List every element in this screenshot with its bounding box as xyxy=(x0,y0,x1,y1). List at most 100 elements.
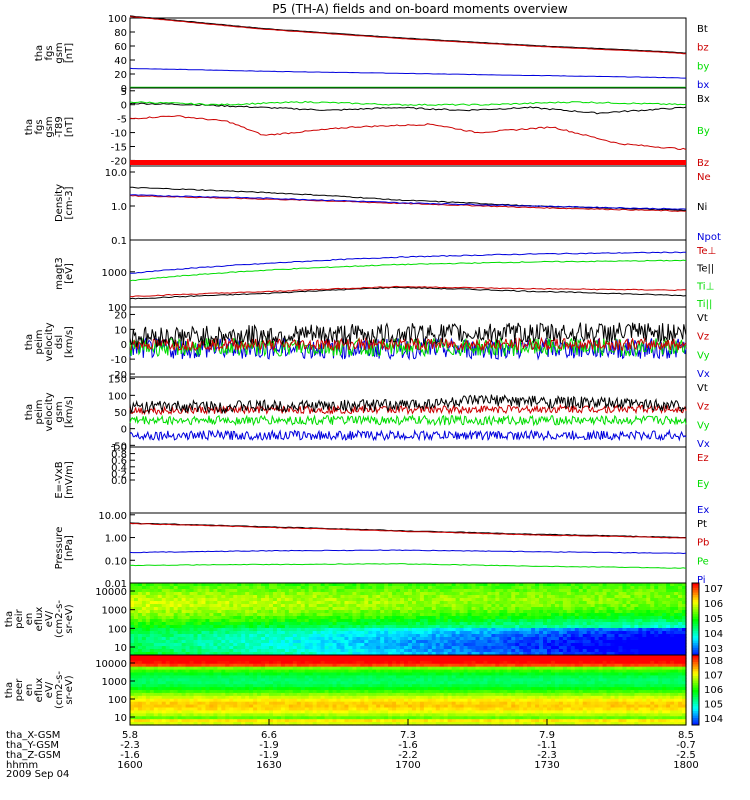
spectrogram-cell xyxy=(225,695,230,700)
spectrogram-cell xyxy=(435,607,441,611)
spectrogram-cell xyxy=(550,622,556,626)
spectrogram-cell xyxy=(443,625,449,629)
spectrogram-cell xyxy=(300,672,306,677)
spectrogram-cell xyxy=(316,640,322,644)
spectrogram-cell xyxy=(225,586,230,590)
spectrogram-cell xyxy=(133,643,139,647)
spectrogram-cell xyxy=(133,583,139,587)
spectrogram-cell xyxy=(606,619,612,623)
spectrogram-cell xyxy=(654,607,659,611)
spectrogram-cell xyxy=(535,640,540,644)
spectrogram-cell xyxy=(324,598,330,602)
spectrogram-cell xyxy=(133,692,139,697)
spectrogram-cell xyxy=(380,601,385,605)
spectrogram-cell xyxy=(245,625,250,629)
spectrogram-cell xyxy=(304,690,310,694)
spectrogram-cell xyxy=(229,652,234,656)
spectrogram-cell xyxy=(610,616,616,620)
spectrogram-cell xyxy=(483,616,489,620)
spectrogram-cell xyxy=(300,622,306,626)
spectrogram-cell xyxy=(304,666,310,671)
spectrogram-cell xyxy=(205,634,211,638)
spectrogram-cell xyxy=(404,631,409,635)
spectrogram-cell xyxy=(364,586,369,590)
spectrogram-cell xyxy=(269,698,274,703)
spectrogram-cell xyxy=(531,628,536,632)
spectrogram-cell xyxy=(590,631,596,635)
spectrogram-cell xyxy=(130,592,135,596)
spectrogram-cell xyxy=(153,649,159,653)
spectrogram-cell xyxy=(241,613,246,617)
spectrogram-cell xyxy=(189,695,195,700)
spectrogram-cell xyxy=(471,634,477,638)
spectrogram-cell xyxy=(658,628,663,632)
spectrogram-cell xyxy=(193,607,199,611)
spectrogram-cell xyxy=(471,637,477,641)
spectrogram-cell xyxy=(249,672,254,677)
spectrogram-cell xyxy=(650,643,655,647)
spectrogram-cell xyxy=(368,613,373,617)
spectrogram-cell xyxy=(205,598,211,602)
spectrogram-cell xyxy=(411,652,417,656)
spectrogram-cell xyxy=(233,622,238,626)
spectrogram-cell xyxy=(137,613,143,617)
spectrogram-cell xyxy=(221,719,226,723)
spectrogram-cell xyxy=(308,604,314,608)
spectrogram-cell xyxy=(145,690,151,694)
spectrogram-cell xyxy=(280,716,286,720)
spectrogram-cell xyxy=(205,628,211,632)
spectrogram-cell xyxy=(566,607,572,611)
spectrogram-cell xyxy=(392,652,397,656)
spectrogram-cell xyxy=(141,631,147,635)
ylabel-temperature: magt3 xyxy=(54,257,65,290)
spectrogram-cell xyxy=(229,592,234,596)
spectrogram-cell xyxy=(197,583,203,587)
spectrogram-cell xyxy=(137,646,143,650)
spectrogram-cell xyxy=(622,610,628,614)
spectrogram-cell xyxy=(471,631,477,635)
spectrogram-cell xyxy=(670,610,675,614)
spectrogram-cell xyxy=(638,601,643,605)
spectrogram-cell xyxy=(459,607,465,611)
spectrogram-cell xyxy=(451,640,457,644)
spectrogram-cell xyxy=(630,622,635,626)
spectrogram-cell xyxy=(431,628,437,632)
spectrogram-cell xyxy=(312,646,318,650)
ytick-label-fgs_gsm: 0 xyxy=(121,84,127,95)
spectrogram-cell xyxy=(280,692,286,697)
spectrogram-cell xyxy=(280,619,286,623)
spectrogram-cell xyxy=(590,586,596,590)
spectrogram-cell xyxy=(177,646,183,650)
spectrogram-cell xyxy=(479,652,485,656)
spectrogram-cell xyxy=(189,684,195,688)
spectrogram-cell xyxy=(535,589,540,593)
spectrogram-cell xyxy=(634,652,639,656)
spectrogram-cell xyxy=(336,637,342,641)
spectrogram-cell xyxy=(519,640,524,644)
spectrogram-cell xyxy=(169,622,175,626)
spectrogram-cell xyxy=(348,628,353,632)
spectrogram-cell xyxy=(157,663,163,668)
spectrogram-cell xyxy=(487,613,492,617)
spectrogram-cell xyxy=(523,637,528,641)
spectrogram-cell xyxy=(133,607,139,611)
spectrogram-cell xyxy=(523,634,528,638)
spectrogram-cell xyxy=(364,613,369,617)
spectrogram-cell xyxy=(161,660,167,665)
spectrogram-cell xyxy=(507,592,512,596)
spectrogram-cell xyxy=(193,643,199,647)
spectrogram-cell xyxy=(642,604,647,608)
spectrogram-cell xyxy=(280,704,286,709)
spectrogram-cell xyxy=(435,649,441,653)
spectrogram-cell xyxy=(348,625,353,629)
spectrogram-cell xyxy=(404,583,409,587)
spectrogram-cell xyxy=(272,707,278,712)
spectrogram-cell xyxy=(662,607,667,611)
spectrogram-cell xyxy=(328,692,334,697)
spectrogram-cell xyxy=(288,643,294,647)
spectrogram-cell xyxy=(380,613,385,617)
spectrogram-cell xyxy=(153,607,159,611)
spectrogram-cell xyxy=(328,619,334,623)
spectrogram-cell xyxy=(336,589,342,593)
colorbar-cell xyxy=(692,650,699,654)
